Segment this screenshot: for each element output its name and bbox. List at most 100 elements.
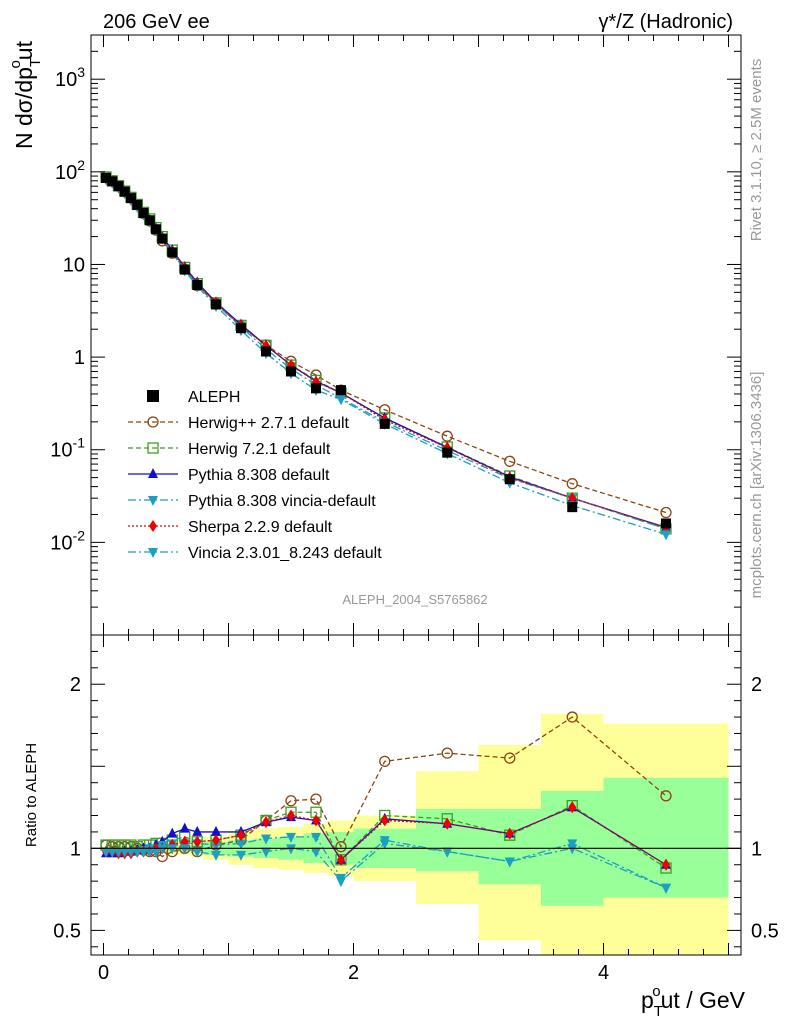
series-line-herwig-2-7-1-default xyxy=(105,176,667,514)
ratio-point-vincia-2-3-01-8-243-default xyxy=(567,839,578,850)
data-point-aleph xyxy=(179,264,190,275)
data-point-aleph xyxy=(126,193,136,204)
ratio-point-pythia-8-308-default xyxy=(179,822,190,833)
legend-label-vincia-2-3-01-8-243-default: Vincia 2.3.01_8.243 default xyxy=(188,545,382,562)
main-ylabel-tail: ut xyxy=(11,40,37,60)
legend-marker-sherpa-2-2-9-default xyxy=(149,520,157,532)
series-point-sherpa-2-2-9-default xyxy=(568,492,577,505)
series-point-herwig-2-7-1-default xyxy=(441,430,453,442)
x-tick-label: 0 xyxy=(98,962,109,984)
ratio-point-sherpa-2-2-9-default xyxy=(568,801,577,814)
ratio-point-vincia-2-3-01-8-243-default xyxy=(442,847,453,858)
ratio-point-sherpa-2-2-9-default xyxy=(443,817,452,830)
series-line-vincia-2-3-01-8-243-default xyxy=(105,178,667,535)
ratio-point-pythia-8-308-default xyxy=(211,825,221,836)
ratio-point-sherpa-2-2-9-default xyxy=(212,834,220,847)
data-point-aleph xyxy=(442,447,453,458)
y-tick-label: 10 xyxy=(63,254,85,276)
data-point-aleph xyxy=(138,207,149,218)
y-tick-label: 10-2 xyxy=(50,527,85,554)
ratio-line-herwig-7-2-1-default xyxy=(106,804,667,869)
data-point-aleph xyxy=(661,518,671,529)
header-left: 206 GeV ee xyxy=(103,11,210,33)
analysis-tag: ALEPH_2004_S5765862 xyxy=(342,592,487,607)
ratio-point-pythia-8-308-vincia-default xyxy=(311,832,321,843)
ratio-point-vincia-2-3-01-8-243-default xyxy=(311,847,321,858)
legend-label-pythia-8-308-vincia-default: Pythia 8.308 vincia-default xyxy=(188,493,376,510)
main-panel: 10-2 10-1 1 10 102 103 ALEPH Herwig++ 2.7.1 de… xyxy=(50,34,742,636)
y-tick-label: 102 xyxy=(55,157,85,184)
data-point-aleph xyxy=(113,181,124,192)
ratio-point-sherpa-2-2-9-default xyxy=(287,809,295,822)
legend-marker-herwig-2-7-1-default xyxy=(147,416,159,428)
ratio-point-pythia-8-308-default xyxy=(167,827,178,838)
ratio-point-vincia-2-3-01-8-243-default xyxy=(504,857,515,868)
legend-label-herwig-7-2-1-default: Herwig 7.2.1 default xyxy=(188,441,331,458)
y-tick-label: 2 xyxy=(70,674,81,696)
legend-marker-herwig-7-2-1-default xyxy=(147,442,159,454)
ratio-point-pythia-8-308-vincia-default xyxy=(236,839,246,850)
ratio-point-vincia-2-3-01-8-243-default xyxy=(192,847,203,858)
data-point-aleph xyxy=(261,346,271,357)
legend-marker-pythia-8-308-vincia-default xyxy=(148,496,158,506)
series-line-sherpa-2-2-9-default xyxy=(105,178,667,529)
data-point-aleph xyxy=(167,247,178,258)
series-point-herwig-2-7-1-default xyxy=(504,455,516,467)
data-point-aleph xyxy=(286,366,296,377)
ratio-point-herwig-2-7-1-default xyxy=(335,841,347,853)
svg-text:N dσ/dpTout: N dσ/dpTout xyxy=(7,40,44,149)
mcplots-label: mcplots.cern.ch [arXiv:1306.3436] xyxy=(748,372,765,599)
legend-label-pythia-8-308-default: Pythia 8.308 default xyxy=(188,467,330,484)
legend-marker-pythia-8-308-default xyxy=(148,468,158,478)
ratio-point-pythia-8-308-vincia-default xyxy=(261,834,271,845)
ratio-point-sherpa-2-2-9-default xyxy=(662,858,670,871)
ratio-point-vincia-2-3-01-8-243-default xyxy=(661,883,671,894)
main-ylabel-sup: o xyxy=(7,60,24,68)
ratio-point-sherpa-2-2-9-default xyxy=(262,816,270,829)
data-point-aleph xyxy=(132,199,143,210)
svg-text:pTout / GeV: pTout / GeV xyxy=(641,983,746,1020)
ratio-point-vincia-2-3-01-8-243-default xyxy=(236,850,246,861)
ratio-point-pythia-8-308-default xyxy=(192,825,203,836)
x-tick-label: 4 xyxy=(598,962,609,984)
y-tick-label: 10-1 xyxy=(50,435,85,462)
ratio-point-herwig-2-7-1-default xyxy=(441,747,453,759)
header-right: γ*/Z (Hadronic) xyxy=(599,11,733,33)
data-point-aleph xyxy=(151,224,161,235)
legend-label-sherpa-2-2-9-default: Sherpa 2.2.9 default xyxy=(188,519,333,536)
data-point-aleph xyxy=(504,474,515,485)
ratio-point-vincia-2-3-01-8-243-default xyxy=(336,877,346,888)
series-point-herwig-2-7-1-default xyxy=(566,478,578,490)
ratio-point-vincia-2-3-01-8-243-default xyxy=(261,847,271,858)
data-point-aleph xyxy=(311,383,321,394)
ratio-point-vincia-2-3-01-8-243-default xyxy=(157,844,168,855)
ratio-point-vincia-2-3-01-8-243-default xyxy=(211,850,221,861)
xlabel-sup: o xyxy=(652,983,660,1000)
legend: ALEPH Herwig++ 2.7.1 default Herwig 7.2.1 … xyxy=(128,389,382,562)
main-ticks: 10-2 10-1 1 10 102 103 xyxy=(50,34,741,636)
data-point-aleph xyxy=(379,418,390,429)
data-point-aleph xyxy=(157,233,168,244)
series-point-vincia-2-3-01-8-243-default xyxy=(661,530,671,541)
main-ylabel-text: N dσ/dp xyxy=(11,67,37,149)
data-point-aleph xyxy=(192,280,203,291)
ratio-ticks: 0 2 4 0.5 0.5 1 1 2 2 xyxy=(53,635,779,984)
data-point-aleph xyxy=(101,172,111,183)
y-tick-label-right: 2 xyxy=(751,674,762,696)
ratio-point-sherpa-2-2-9-default xyxy=(312,814,320,827)
ratio-point-sherpa-2-2-9-default xyxy=(505,827,514,840)
legend-marker-aleph xyxy=(147,390,159,402)
legend-label-herwig-2-7-1-default: Herwig++ 2.7.1 default xyxy=(188,415,350,432)
xlabel-sub: T xyxy=(654,1003,663,1020)
data-point-aleph xyxy=(107,176,118,187)
ratio-point-pythia-8-308-vincia-default xyxy=(286,832,296,843)
ratio-point-vincia-2-3-01-8-243-default xyxy=(179,844,190,855)
ratio-frame-border xyxy=(90,634,742,956)
ratio-frame xyxy=(90,634,742,956)
data-point-aleph xyxy=(336,385,346,396)
ratio-point-vincia-2-3-01-8-243-default xyxy=(286,844,296,855)
data-point-aleph xyxy=(567,502,578,513)
ratio-point-herwig-2-7-1-default xyxy=(504,752,516,764)
ratio-point-sherpa-2-2-9-default xyxy=(237,829,245,842)
